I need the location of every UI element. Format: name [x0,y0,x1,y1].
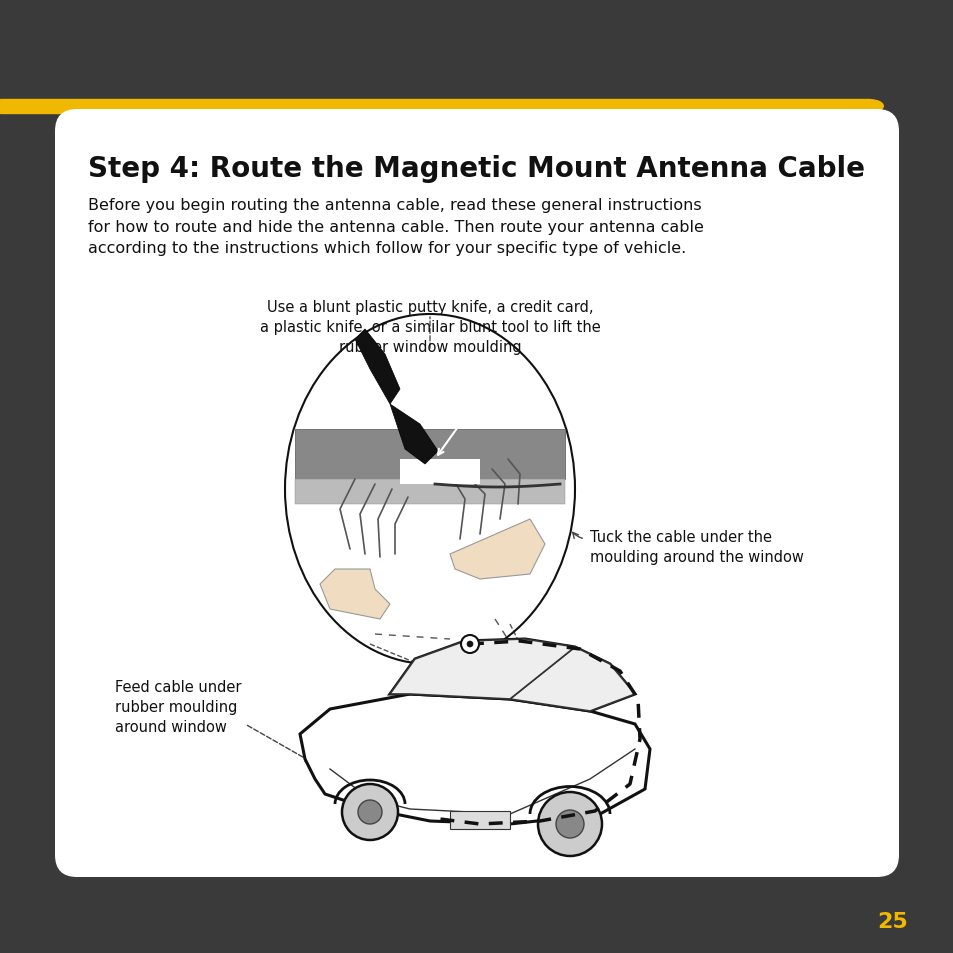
Text: Feed cable under
rubber moulding
around window: Feed cable under rubber moulding around … [115,679,241,734]
Text: Use a blunt plastic putty knife, a credit card,
a plastic knife, or a similar bl: Use a blunt plastic putty knife, a credi… [259,299,599,355]
Ellipse shape [855,100,883,113]
Bar [399,459,479,484]
Polygon shape [510,647,635,711]
FancyBboxPatch shape [55,110,898,877]
Polygon shape [450,519,544,579]
Text: Before you begin routing the antenna cable, read these general instructions
for : Before you begin routing the antenna cab… [88,198,703,256]
Bar [0,100,869,113]
Text: Step 4: Route the Magnetic Mount Antenna Cable: Step 4: Route the Magnetic Mount Antenna… [88,154,864,183]
Circle shape [341,784,397,841]
Polygon shape [319,569,390,619]
Circle shape [467,641,473,647]
Text: 25: 25 [877,911,907,931]
Polygon shape [355,330,399,405]
Polygon shape [390,639,575,700]
Text: Tuck the cable under the
moulding around the window: Tuck the cable under the moulding around… [589,530,803,564]
Polygon shape [390,405,437,464]
Circle shape [556,810,583,838]
Circle shape [537,792,601,856]
Polygon shape [299,695,649,824]
Bar [450,811,510,829]
Bar [294,430,564,479]
Circle shape [357,801,381,824]
Circle shape [460,636,478,654]
Bar [294,479,564,504]
Polygon shape [390,639,635,711]
